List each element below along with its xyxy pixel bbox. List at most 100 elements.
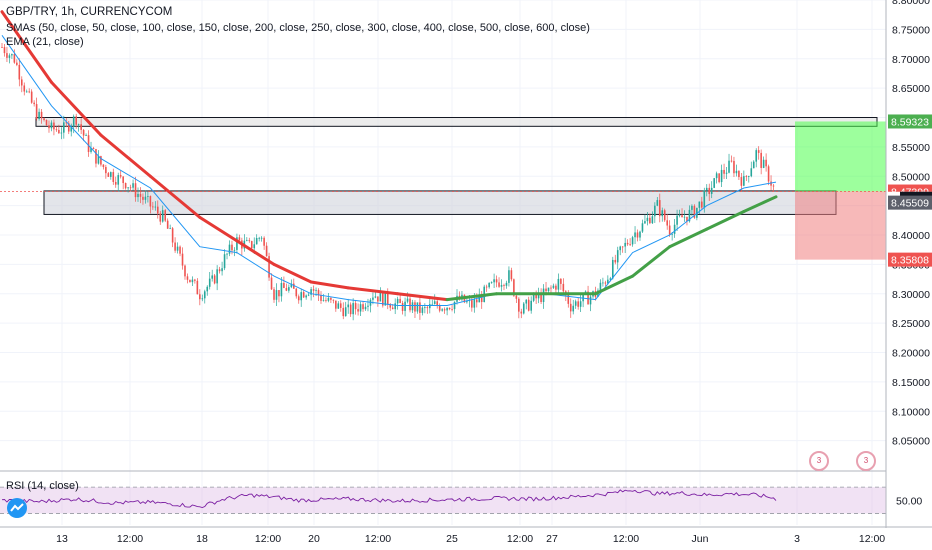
candle bbox=[161, 205, 164, 223]
candle bbox=[275, 283, 278, 306]
candle-body bbox=[723, 169, 725, 174]
candle-body bbox=[579, 301, 582, 307]
candle-body bbox=[218, 269, 221, 272]
candle bbox=[377, 296, 379, 307]
candle bbox=[616, 246, 619, 270]
candle bbox=[772, 183, 775, 192]
candle-body bbox=[767, 166, 770, 182]
candle-body bbox=[560, 278, 562, 284]
candle bbox=[384, 292, 387, 306]
candle-body bbox=[540, 293, 542, 303]
candle bbox=[579, 294, 582, 312]
candle-body bbox=[629, 244, 631, 246]
candle bbox=[105, 164, 107, 179]
candle bbox=[379, 287, 382, 302]
candle-body bbox=[315, 290, 317, 291]
candle bbox=[396, 296, 399, 310]
event-marker-icon[interactable]: 3 bbox=[856, 451, 876, 471]
x-tick-label: 25 bbox=[446, 533, 458, 545]
candle-body bbox=[520, 311, 523, 314]
candle bbox=[43, 117, 45, 122]
candle bbox=[107, 172, 110, 177]
event-marker-icon[interactable]: 3 bbox=[809, 451, 829, 471]
candle-body bbox=[85, 135, 87, 136]
candle-body bbox=[495, 279, 498, 283]
candle bbox=[515, 293, 518, 303]
candle-body bbox=[166, 220, 169, 229]
candle-body bbox=[703, 190, 706, 208]
candle-body bbox=[668, 225, 671, 235]
sma-legend[interactable]: SMAs (50, close, 50, close, 100, close, … bbox=[6, 22, 590, 34]
candle-body bbox=[720, 169, 723, 183]
ema-legend[interactable]: EMA (21, close) bbox=[6, 36, 84, 48]
candle-body bbox=[250, 241, 253, 249]
candle bbox=[500, 279, 503, 292]
candle-body bbox=[609, 278, 612, 280]
candle-body bbox=[35, 104, 38, 119]
candle bbox=[666, 214, 668, 230]
candle bbox=[176, 242, 179, 254]
candle bbox=[762, 156, 765, 169]
candle-body bbox=[626, 242, 629, 245]
candle bbox=[607, 275, 609, 285]
candle-body bbox=[651, 216, 654, 224]
candle bbox=[137, 187, 139, 202]
price-label-text: 8.35808 bbox=[891, 255, 929, 267]
candle bbox=[305, 294, 307, 300]
candle-body bbox=[710, 187, 713, 194]
candle bbox=[394, 298, 396, 315]
candle bbox=[755, 148, 758, 168]
candle-body bbox=[203, 291, 206, 299]
tradingview-logo-icon[interactable] bbox=[7, 498, 27, 518]
candle-body bbox=[258, 237, 260, 239]
candle-body bbox=[179, 246, 181, 254]
candle-body bbox=[500, 285, 503, 287]
candle-body bbox=[752, 161, 755, 169]
candle-body bbox=[25, 91, 28, 93]
candle bbox=[733, 156, 735, 178]
candle bbox=[520, 308, 523, 319]
candle-body bbox=[658, 200, 661, 217]
candle bbox=[283, 276, 285, 289]
candle-body bbox=[478, 295, 481, 303]
candle-body bbox=[201, 298, 204, 300]
candle bbox=[701, 196, 703, 210]
candle bbox=[11, 53, 13, 59]
candle-body bbox=[715, 173, 718, 179]
candle-body bbox=[728, 160, 730, 173]
candle bbox=[174, 237, 176, 253]
candle-body bbox=[347, 304, 350, 308]
rsi-legend[interactable]: RSI (14, close) bbox=[6, 480, 79, 492]
candle-body bbox=[411, 302, 414, 311]
candle-body bbox=[532, 293, 535, 301]
y-tick-label: 8.70000 bbox=[892, 54, 930, 66]
candle-body bbox=[50, 122, 53, 129]
candle-body bbox=[352, 303, 354, 315]
candle bbox=[335, 300, 337, 312]
candle bbox=[67, 120, 70, 135]
candle bbox=[485, 284, 488, 292]
candle-body bbox=[740, 177, 743, 186]
candle-body bbox=[676, 215, 678, 225]
y-tick-label: 8.55000 bbox=[892, 142, 930, 154]
candle bbox=[505, 280, 508, 289]
candle-body bbox=[359, 304, 362, 312]
candle-body bbox=[231, 244, 233, 251]
ema-segment bbox=[593, 274, 635, 296]
x-tick-label: 20 bbox=[308, 533, 320, 545]
candle-body bbox=[290, 283, 293, 288]
candle-body bbox=[513, 279, 515, 296]
candle bbox=[134, 176, 137, 202]
y-tick-label: 8.75000 bbox=[892, 24, 930, 36]
candle-body bbox=[357, 309, 359, 312]
ema-segment bbox=[396, 292, 449, 302]
y-tick-label: 8.40000 bbox=[892, 230, 930, 242]
candle-body bbox=[555, 285, 557, 290]
candle-body bbox=[325, 300, 327, 302]
candle bbox=[65, 117, 68, 128]
price-label-text: 8.59323 bbox=[891, 116, 929, 128]
candle bbox=[295, 287, 298, 299]
symbol-legend[interactable]: GBP/TRY, 1h, CURRENCYCOM bbox=[6, 6, 173, 18]
candle-body bbox=[95, 149, 97, 164]
